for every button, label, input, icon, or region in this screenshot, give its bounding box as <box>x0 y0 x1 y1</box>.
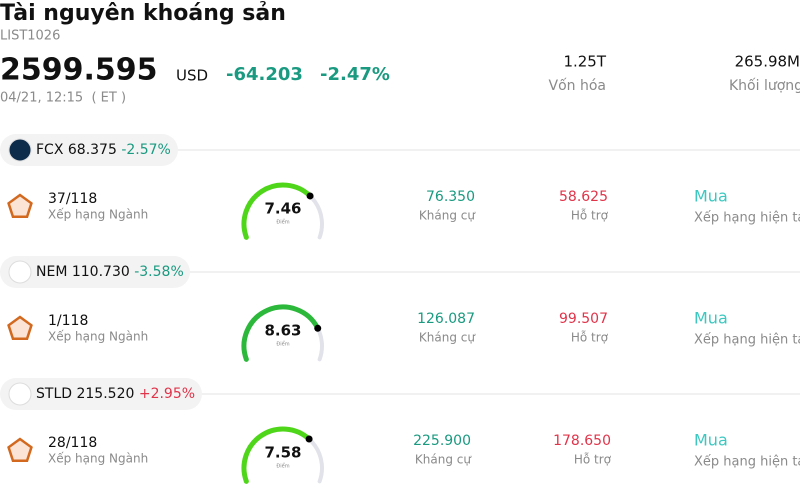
rank-label: Xếp hạng Ngành <box>48 330 148 344</box>
rating-label: Xếp hạng hiện tại <box>694 333 800 348</box>
rank: 37/118 <box>48 191 97 207</box>
price: 2599.595 <box>0 53 158 88</box>
score: 7.58 <box>264 444 301 462</box>
resistance-label: Kháng cự <box>419 209 476 223</box>
stock-price: 110.730 <box>72 264 130 280</box>
rating-label: Xếp hạng hiện tại <box>694 455 800 470</box>
gauge-fill <box>241 182 313 240</box>
ticker: NEM <box>36 264 67 280</box>
gauge-dot <box>305 435 313 443</box>
stock-ticker: NEM 110.730 -3.58% <box>36 264 184 280</box>
stock-price: 215.520 <box>76 386 134 402</box>
resistance: 76.350 <box>426 189 475 205</box>
change-pct: -2.47% <box>320 64 390 85</box>
stock-logo <box>8 382 32 406</box>
stat-value: 265.98M <box>735 53 800 71</box>
stock-ticker: FCX 68.375 -2.57% <box>36 142 171 158</box>
score: 8.63 <box>264 322 301 340</box>
rating-label: Xếp hạng hiện tại <box>694 211 800 226</box>
rank: 1/118 <box>48 313 88 329</box>
time: 04/21, 12:15 ( ET ) <box>0 91 126 106</box>
support: 58.625 <box>559 189 608 205</box>
gauge-fill <box>241 426 312 484</box>
stock-price: 68.375 <box>68 142 117 158</box>
rank-icon <box>7 193 33 218</box>
score-label: Điểm <box>276 463 289 470</box>
support: 99.507 <box>559 311 608 327</box>
rating: Mua <box>694 431 728 450</box>
ticker: FCX <box>36 142 64 158</box>
stock-ticker: STLD 215.520 +2.95% <box>36 386 195 402</box>
rank-icon <box>7 437 33 462</box>
support: 178.650 <box>553 433 611 449</box>
support-label: Hỗ trợ <box>574 453 612 467</box>
change: -64.203 <box>226 64 303 85</box>
stock-change: -2.57% <box>121 142 171 158</box>
currency: USD <box>176 67 208 85</box>
stock-change: -3.58% <box>134 264 184 280</box>
gauge-dot <box>306 192 314 200</box>
rank-label: Xếp hạng Ngành <box>48 452 148 466</box>
resistance: 126.087 <box>417 311 475 327</box>
ticker: STLD <box>36 386 72 402</box>
stock-logo <box>8 260 32 284</box>
rating: Mua <box>694 309 728 328</box>
support-label: Hỗ trợ <box>571 331 609 345</box>
stock-change: +2.95% <box>139 386 195 402</box>
gauge-dot <box>314 324 322 332</box>
rank-icon <box>7 315 33 340</box>
stat-label: Khối lượng <box>729 77 800 94</box>
stat-value: 1.25T <box>563 53 606 71</box>
code: LIST1026 <box>0 29 60 44</box>
resistance-label: Kháng cự <box>415 453 472 467</box>
resistance-label: Kháng cự <box>419 331 476 345</box>
resistance: 225.900 <box>413 433 471 449</box>
stock-logo <box>8 138 32 162</box>
stat-label: Vốn hóa <box>549 77 606 94</box>
score: 7.46 <box>264 200 301 218</box>
stock-pill[interactable] <box>0 378 202 410</box>
stock-pill[interactable] <box>0 256 190 288</box>
rank: 28/118 <box>48 435 97 451</box>
stock-pill[interactable] <box>0 134 178 166</box>
rating: Mua <box>694 187 728 206</box>
title: Tài nguyên khoáng sản <box>0 1 286 26</box>
support-label: Hỗ trợ <box>571 209 609 223</box>
rank-label: Xếp hạng Ngành <box>48 208 148 222</box>
score-label: Điểm <box>276 341 289 348</box>
gauge-fill <box>241 304 321 362</box>
score-label: Điểm <box>276 219 289 226</box>
